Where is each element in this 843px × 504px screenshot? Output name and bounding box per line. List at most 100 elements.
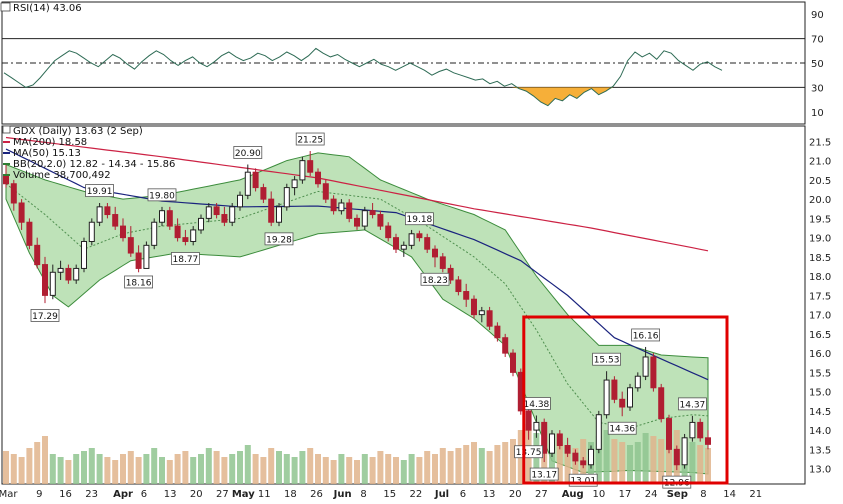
price-annotation-box <box>85 184 114 198</box>
x-tick-label: Jul <box>434 489 449 500</box>
x-tick-label: 8 <box>360 489 366 500</box>
x-tick-label: 6 <box>141 489 147 500</box>
rsi-tick-label: 70 <box>811 35 824 46</box>
price-annotation-box <box>264 232 294 246</box>
price-annotation-label: 21.25 <box>297 136 323 146</box>
x-tick-label: 16 <box>59 489 72 500</box>
volume-bar <box>34 442 41 484</box>
volume-bar <box>658 439 665 484</box>
volume-bar <box>237 451 243 484</box>
rsi-label: RSI(14) 43.06 <box>13 3 82 14</box>
candle-body <box>159 210 165 223</box>
volume-bar <box>10 454 17 484</box>
volume-bar <box>533 433 540 484</box>
price-tick-label: 21.5 <box>809 137 831 148</box>
volume-bar <box>42 436 48 484</box>
volume-bar <box>3 451 9 484</box>
price-annotation-box <box>404 212 434 226</box>
rsi-tick-label: 90 <box>811 10 824 21</box>
candle-body <box>627 387 633 408</box>
x-tick-label: 13 <box>483 489 496 500</box>
volume-bar <box>151 448 158 484</box>
x-tick-label: 24 <box>645 489 658 500</box>
price-tick-label: 16.5 <box>809 330 831 341</box>
candle-body <box>252 171 259 189</box>
candle-body <box>166 210 173 227</box>
volume-bar <box>549 436 555 484</box>
price-annotation-label: 18.16 <box>126 278 152 288</box>
x-tick-label: 6 <box>460 489 466 500</box>
volume-bar <box>634 442 641 484</box>
volume-bar <box>276 451 282 484</box>
candle-body <box>486 310 493 327</box>
volume-bar <box>73 454 80 484</box>
candle-body <box>96 206 103 223</box>
price-annotation-label: 14.38 <box>524 400 550 410</box>
volume-bar <box>268 448 275 484</box>
candle-body <box>260 187 267 200</box>
candle-body <box>283 187 290 208</box>
volume-bar <box>299 451 306 484</box>
x-tick-label: 11 <box>258 489 271 500</box>
volume-bar <box>57 457 64 484</box>
price-annotation-box <box>147 188 177 202</box>
x-tick-label: Apr <box>113 489 133 500</box>
volume-bar <box>18 457 25 484</box>
price-annotation-label: 18.77 <box>173 255 199 265</box>
rsi-line <box>3 47 723 107</box>
volume-bar <box>166 460 173 484</box>
candle-body <box>510 352 516 373</box>
candle-body <box>18 202 25 223</box>
rsi-panel: 90 70 50 30 10 RSI(14) 43.06 <box>0 1 824 125</box>
volume-bar <box>463 445 470 484</box>
price-annotation-box <box>607 421 637 435</box>
candle-body <box>361 210 368 227</box>
volume-bar <box>478 448 485 484</box>
candle-body <box>549 433 555 454</box>
candle-body <box>580 460 587 466</box>
volume-bar <box>377 451 384 484</box>
price-tick-label: 18.5 <box>809 253 831 264</box>
volume-bar <box>447 451 454 484</box>
volume-bar <box>205 448 212 484</box>
candle-body <box>81 240 87 269</box>
volume-bar <box>689 442 696 484</box>
volume-bar <box>439 448 446 484</box>
candle-body <box>439 256 446 269</box>
price-annotation-box <box>170 252 200 265</box>
candle-body <box>400 244 407 250</box>
volume-bar <box>697 445 704 484</box>
candle-body <box>120 225 126 239</box>
candle-body <box>65 267 72 281</box>
price-annotation-box <box>420 272 450 286</box>
price-tick-label: 13.5 <box>809 445 831 456</box>
candle-body <box>385 225 392 239</box>
volume-bar <box>127 451 134 484</box>
candle-body <box>307 160 314 173</box>
candle-body <box>88 221 95 242</box>
price-tick-label: 16.0 <box>809 349 831 360</box>
volume-bar <box>260 457 267 484</box>
candle-body <box>26 221 33 246</box>
price-annotation-label: 13.75 <box>516 448 542 458</box>
volume-bar <box>26 448 33 484</box>
candle-body <box>572 452 579 462</box>
price-annotation-box <box>678 397 707 411</box>
rsi-tick-label: 10 <box>811 108 824 119</box>
rsi-settings-icon <box>0 2 11 12</box>
price-tick-label: 15.5 <box>809 368 831 379</box>
candle-body <box>174 225 181 239</box>
rsi-tick-label: 50 <box>811 59 824 70</box>
candle-body <box>205 206 212 219</box>
volume-bar <box>494 445 501 484</box>
volume-bar <box>572 448 579 484</box>
candle-body <box>190 229 197 242</box>
x-tick-label: Mar <box>0 489 18 500</box>
volume-bar <box>346 457 353 484</box>
candle-body <box>502 337 509 354</box>
candle-body <box>416 233 423 239</box>
candle-body <box>377 214 384 227</box>
volume-bar <box>252 454 259 484</box>
candle-body <box>494 325 501 339</box>
